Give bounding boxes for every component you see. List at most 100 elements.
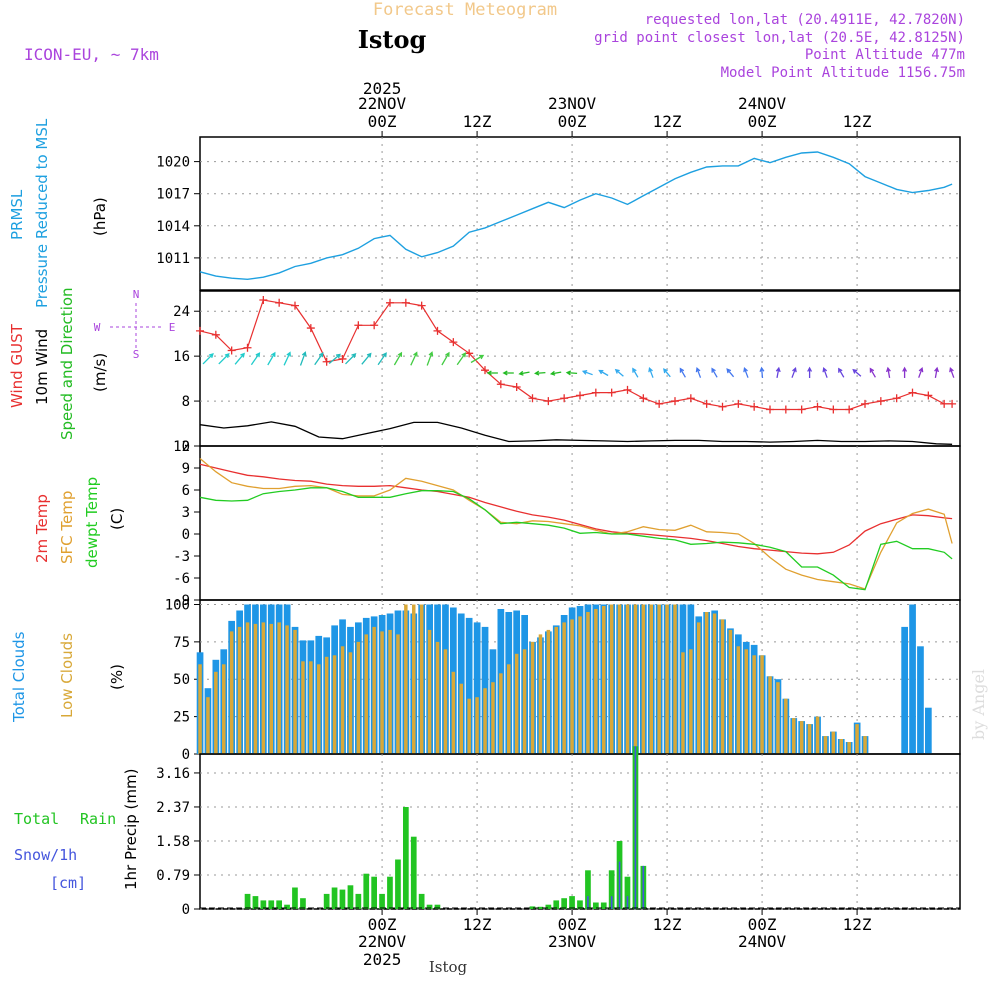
- wind-panel: 24 16 8 0: [173, 290, 961, 455]
- low-clouds-bar: [309, 661, 313, 754]
- precip-tick-label: 3.16: [156, 766, 190, 782]
- wind-direction-arrow: [822, 367, 828, 378]
- low-clouds-bar: [562, 622, 566, 754]
- gust-point: [671, 397, 679, 406]
- low-clouds-bar: [807, 724, 812, 754]
- gust-point: [892, 394, 901, 403]
- low-clouds-bar: [380, 631, 384, 754]
- rain-bar: [323, 893, 330, 909]
- low-clouds-bar: [768, 676, 772, 754]
- low-clouds-bar: [419, 604, 424, 754]
- rain-bar: [553, 900, 560, 909]
- low-clouds-bar: [673, 604, 677, 754]
- low-clouds-bar: [443, 649, 448, 754]
- precip-labels: Total Rain Snow/1h [cm] 1hr Precip (mm): [14, 769, 140, 892]
- low-clouds-bar: [784, 698, 788, 754]
- snow-label: Snow/1h: [14, 846, 77, 864]
- snow-bar: [587, 896, 589, 909]
- wind-direction-arrow: [202, 353, 214, 365]
- wind-direction-arrow: [885, 366, 891, 379]
- snow-bar: [642, 865, 645, 909]
- temperature-panel: 12 9 6 3 0 -3 -6 -9: [173, 439, 961, 609]
- low-clouds-bar: [522, 649, 527, 754]
- top-hour-label: 00Z: [558, 112, 587, 131]
- low-clouds-bar: [404, 604, 408, 754]
- requested-coords: requested lon,lat (20.4911E, 42.7820N): [645, 12, 965, 28]
- low-clouds-bar: [277, 622, 281, 754]
- low-clouds-bar: [736, 646, 741, 754]
- dewpt-label: dewpt Temp: [83, 477, 101, 568]
- rain-bar: [585, 870, 591, 910]
- gust-point: [401, 298, 410, 307]
- low-clouds-bar: [863, 736, 867, 754]
- low-clouds-bar: [269, 623, 273, 754]
- low-clouds-bar: [324, 656, 329, 754]
- low-clouds-bar: [530, 641, 535, 754]
- gust-point: [306, 324, 315, 333]
- wind-direction-arrow: [456, 352, 467, 366]
- clouds-tick-label: 100: [165, 597, 190, 613]
- wind-direction-arrow: [743, 367, 749, 378]
- low-clouds-bar: [831, 731, 836, 754]
- low-clouds-bar: [475, 697, 479, 754]
- low-clouds-bar: [570, 619, 574, 754]
- low-clouds-bar: [499, 673, 503, 754]
- wind-direction-arrow: [838, 367, 845, 378]
- wind-direction-arrow: [345, 353, 357, 365]
- low-clouds-bar: [665, 604, 669, 754]
- low-clouds-bar: [198, 664, 202, 754]
- total-clouds-bar: [473, 622, 481, 754]
- rain-bar: [593, 902, 599, 909]
- gust-point: [876, 397, 885, 406]
- low-clouds-bar: [855, 724, 859, 754]
- wind-direction-arrow: [759, 366, 765, 379]
- precip-frame: [199, 753, 961, 910]
- wind-direction-arrow: [426, 351, 434, 366]
- low-clouds-bar: [823, 736, 828, 754]
- top-hour-label: 12Z: [463, 112, 492, 131]
- rain-bar: [418, 893, 425, 909]
- low-clouds-bar: [538, 634, 543, 754]
- top-hour-label: 00Z: [748, 112, 777, 131]
- gust-point: [924, 391, 933, 400]
- low-clouds-bar: [340, 646, 345, 754]
- low-clouds-bar: [839, 739, 843, 754]
- footer-location: Istog: [429, 958, 468, 976]
- gust-point: [797, 405, 806, 414]
- temp-tick-label: 12: [173, 439, 190, 455]
- low-clouds-bar: [435, 641, 440, 754]
- gust-point: [433, 326, 442, 335]
- model-altitude: Model Point Altitude 1156.75m: [721, 65, 965, 81]
- low-clouds-bar: [720, 619, 725, 754]
- wind-tick-label: 16: [173, 349, 190, 365]
- gust-point: [259, 295, 268, 304]
- rain-bar: [363, 873, 370, 909]
- low-clouds-bar: [609, 604, 614, 754]
- wind-direction-arrow: [663, 368, 671, 378]
- rain-bar: [284, 904, 290, 909]
- wind-tick-label: 24: [173, 304, 190, 320]
- temp-tick-label: 6: [182, 483, 190, 499]
- wind-direction-arrow: [648, 367, 654, 378]
- rain-bar: [569, 896, 575, 909]
- wind-line: [199, 421, 953, 445]
- low-clouds-bar: [285, 625, 289, 754]
- total-clouds-bar: [901, 626, 908, 754]
- wind-direction-arrow: [949, 367, 955, 378]
- pressure-labels: PRMSL Pressure Reduced to MSL (hPa): [8, 118, 109, 308]
- low-clouds-bar: [633, 604, 638, 754]
- low-clouds-bar: [776, 682, 780, 754]
- low-clouds-bar: [396, 634, 400, 754]
- top-date-label: 24NOV: [738, 94, 787, 113]
- prmsl-label: PRMSL: [8, 189, 26, 240]
- temp-tick-label: 3: [182, 505, 190, 521]
- wind-direction-arrow: [299, 351, 307, 366]
- prmsl-sub-label: Pressure Reduced to MSL: [33, 118, 51, 308]
- pressure-panel: 1020 1017 1014 1011: [156, 136, 961, 291]
- precip-total-label: Total: [14, 810, 59, 828]
- wind-direction-arrow: [486, 370, 498, 376]
- pressure-unit: (hPa): [91, 197, 109, 236]
- wind-direction-arrow: [695, 367, 702, 378]
- low-clouds-bar: [332, 655, 337, 754]
- gust-point: [528, 394, 537, 403]
